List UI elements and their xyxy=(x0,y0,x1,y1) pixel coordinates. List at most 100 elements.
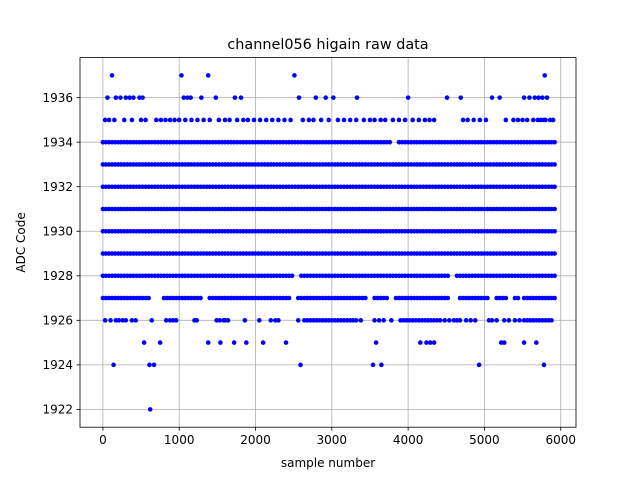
data-point xyxy=(489,318,495,323)
data-point xyxy=(515,117,521,123)
data-point xyxy=(326,117,332,123)
data-point xyxy=(515,295,521,301)
x-tick-label: 1000 xyxy=(164,433,195,447)
data-point xyxy=(497,95,502,100)
data-point xyxy=(485,295,490,301)
data-point xyxy=(445,273,451,279)
data-point xyxy=(296,95,302,100)
y-tick-label: 1932 xyxy=(42,180,73,194)
data-point xyxy=(195,117,200,123)
data-point xyxy=(471,117,477,123)
data-point xyxy=(179,73,184,78)
data-point xyxy=(542,73,548,78)
data-point xyxy=(347,117,353,123)
data-point xyxy=(118,95,123,100)
data-point xyxy=(463,318,469,323)
data-point xyxy=(105,95,110,100)
data-point xyxy=(511,117,516,123)
data-point xyxy=(472,318,478,323)
data-point xyxy=(289,273,295,279)
data-point xyxy=(444,95,450,100)
data-point xyxy=(238,95,244,100)
data-point xyxy=(257,117,263,123)
data-point xyxy=(217,318,222,323)
data-point xyxy=(102,318,108,323)
data-point xyxy=(387,139,393,145)
data-point xyxy=(111,362,116,368)
data-point xyxy=(367,117,373,123)
data-point xyxy=(141,340,147,345)
data-point xyxy=(447,318,452,323)
data-point xyxy=(354,95,360,100)
y-tick-label: 1922 xyxy=(42,403,73,417)
data-point xyxy=(536,95,541,100)
x-tick-label: 2000 xyxy=(240,433,271,447)
data-point xyxy=(512,318,518,323)
data-point xyxy=(270,117,275,123)
y-tick-label: 1936 xyxy=(42,91,73,105)
data-point xyxy=(503,117,509,123)
plot-frame xyxy=(79,57,577,428)
data-point xyxy=(251,117,257,123)
data-point xyxy=(379,362,384,368)
data-point xyxy=(382,117,388,123)
data-point xyxy=(552,139,557,145)
data-point xyxy=(503,295,509,301)
data-point xyxy=(123,318,129,323)
data-point xyxy=(477,117,483,123)
data-point xyxy=(173,318,179,323)
data-point xyxy=(372,117,377,123)
data-point xyxy=(172,117,177,123)
x-tick-label: 4000 xyxy=(393,433,424,447)
data-point xyxy=(205,73,211,78)
data-point xyxy=(534,340,539,345)
data-point xyxy=(331,95,336,100)
data-point xyxy=(218,340,223,345)
data-point xyxy=(313,95,319,100)
data-point xyxy=(106,117,112,123)
y-axis-ticks: 1922 1924 1926 1928 1930 1932 1934 1936 xyxy=(42,91,80,417)
data-point xyxy=(129,117,135,123)
y-tick-label: 1930 xyxy=(42,225,73,239)
data-point xyxy=(167,117,173,123)
data-point xyxy=(157,340,163,345)
data-point xyxy=(283,340,289,345)
data-point xyxy=(268,318,274,323)
y-tick-label: 1926 xyxy=(42,314,73,328)
x-axis-ticks: 0 1000 2000 3000 4000 5000 6000 xyxy=(99,427,576,447)
data-point xyxy=(370,362,376,368)
data-point xyxy=(524,117,530,123)
data-point xyxy=(363,295,368,301)
data-point xyxy=(376,318,382,323)
data-point xyxy=(323,95,329,100)
data-point xyxy=(431,117,437,123)
data-point xyxy=(199,95,204,100)
data-point xyxy=(242,318,248,323)
data-point xyxy=(390,117,396,123)
data-point xyxy=(147,407,153,412)
data-point xyxy=(151,362,157,368)
data-point xyxy=(424,340,429,345)
y-axis-label: ADC Code xyxy=(14,212,28,272)
data-point xyxy=(384,295,390,301)
data-point xyxy=(163,117,168,123)
data-point xyxy=(198,295,203,301)
x-tick-label: 5000 xyxy=(469,433,500,447)
data-point xyxy=(129,318,135,323)
data-point xyxy=(188,95,193,100)
data-point xyxy=(552,273,557,279)
data-point xyxy=(335,117,341,123)
data-point xyxy=(282,117,287,123)
data-point xyxy=(147,362,152,368)
y-tick-label: 1928 xyxy=(42,269,73,283)
data-point xyxy=(113,95,119,100)
x-tick-label: 3000 xyxy=(317,433,348,447)
data-point xyxy=(189,117,194,123)
data-point xyxy=(245,117,251,123)
data-point xyxy=(527,95,532,100)
data-point xyxy=(257,318,262,323)
x-tick-label: 6000 xyxy=(545,433,576,447)
data-point xyxy=(468,318,474,323)
data-point xyxy=(263,117,269,123)
data-point xyxy=(521,95,527,100)
